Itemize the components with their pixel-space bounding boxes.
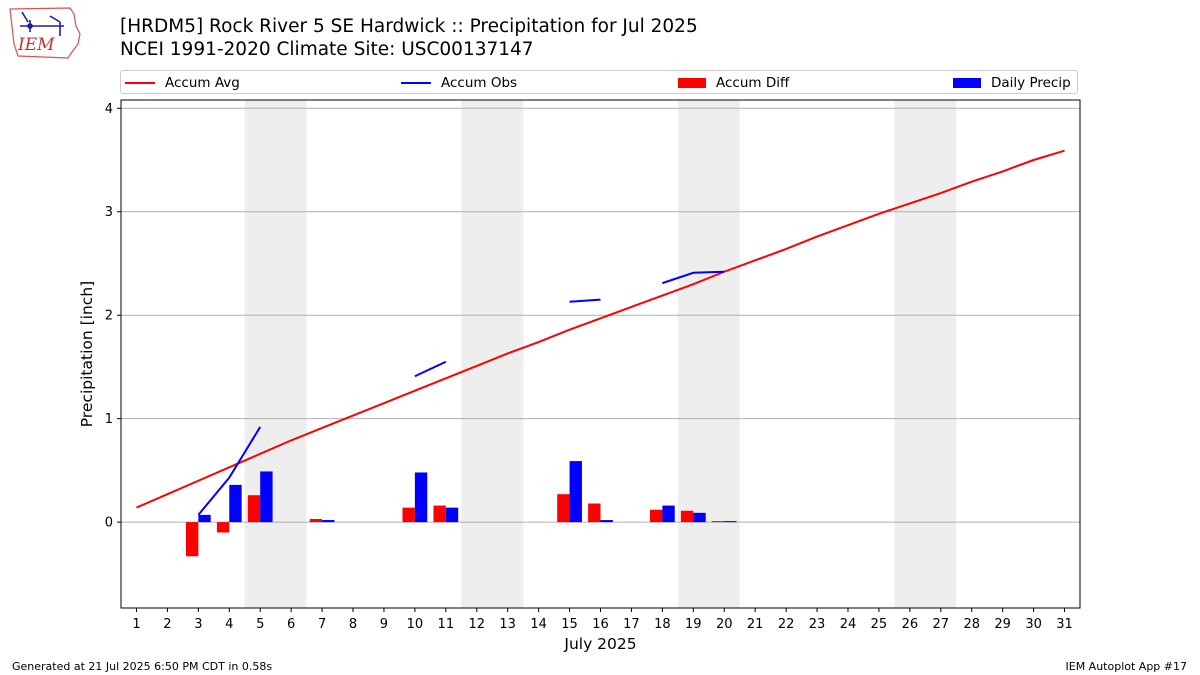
x-tick-label-30: 30: [1025, 617, 1042, 632]
accum-diff-bar-day-3: [185, 522, 199, 557]
y-tick-label-3: 3: [105, 205, 113, 220]
x-tick-label-13: 13: [499, 617, 516, 632]
x-tick-label-11: 11: [438, 617, 455, 632]
x-tick-label-14: 14: [530, 617, 547, 632]
x-axis-label: July 2025: [563, 635, 636, 653]
x-tick-label-10: 10: [407, 617, 424, 632]
daily-precip-bar-day-10: [414, 472, 428, 523]
legend-item-daily-precip: Daily Precip: [953, 73, 1071, 93]
x-tick-label-27: 27: [933, 617, 950, 632]
daily-precip-bar-day-16: [600, 520, 613, 523]
accum-avg-line: [136, 149, 1065, 509]
x-tick-label-5: 5: [256, 617, 264, 632]
legend-label-accum-avg: Accum Avg: [165, 75, 240, 91]
x-tick-label-20: 20: [716, 617, 733, 632]
plot-frame: [120, 99, 1081, 609]
x-tick-label-7: 7: [318, 617, 326, 632]
legend-label-accum-obs: Accum Obs: [441, 75, 518, 91]
accum-diff-bar-day-20: [711, 521, 725, 523]
daily-precip-bar-day-11: [445, 507, 459, 523]
iem-logo-text: IEM: [17, 35, 55, 55]
x-tick-label-3: 3: [194, 617, 202, 632]
x-tick-label-6: 6: [287, 617, 295, 632]
weekend-shade-3: [894, 100, 957, 608]
x-tick-label-19: 19: [685, 617, 702, 632]
x-tick-label-29: 29: [994, 617, 1011, 632]
accum-diff-bar-day-11: [433, 505, 446, 523]
footer-app-id: IEM Autoplot App #17: [1065, 660, 1188, 673]
legend-label-daily-precip: Daily Precip: [991, 75, 1071, 91]
y-axis-label: Precipitation [inch]: [78, 281, 96, 427]
daily-precip-bar-day-20: [724, 521, 737, 523]
footer-generated-at: Generated at 21 Jul 2025 6:50 PM CDT in …: [12, 660, 273, 673]
daily-precip-bar-day-4: [229, 484, 242, 523]
legend-label-accum-diff: Accum Diff: [716, 75, 790, 91]
legend-swatch-accum-obs: [401, 82, 431, 84]
x-tick-label-15: 15: [561, 617, 578, 632]
x-tick-label-22: 22: [778, 617, 795, 632]
accum-obs-line-segment-2: [569, 298, 601, 303]
legend-item-accum-obs: Accum Obs: [401, 73, 517, 93]
daily-precip-bar-day-3: [198, 514, 211, 523]
x-tick-label-24: 24: [840, 617, 857, 632]
x-tick-label-4: 4: [225, 617, 233, 632]
accum-diff-bar-day-7: [309, 519, 323, 523]
daily-precip-bar-day-18: [662, 505, 675, 523]
legend-swatch-accum-diff: [678, 78, 706, 88]
legend-swatch-accum-avg: [125, 82, 155, 84]
accum-obs-line-segment-1: [414, 360, 447, 378]
iem-logo: IEM: [9, 7, 81, 59]
x-tick-label-31: 31: [1056, 617, 1073, 632]
x-tick-label-8: 8: [349, 617, 357, 632]
weekend-shade-2: [677, 100, 740, 608]
chart-legend: Accum Avg Accum Obs Accum Diff Daily Pre…: [120, 70, 1078, 94]
x-tick-label-26: 26: [902, 617, 919, 632]
legend-swatch-daily-precip: [953, 78, 981, 88]
x-tick-label-28: 28: [963, 617, 980, 632]
weather-station-icon: [20, 11, 64, 36]
accum-diff-bar-day-4: [216, 522, 230, 533]
y-tick-label-2: 2: [105, 309, 113, 324]
accum-diff-bar-day-18: [649, 509, 663, 523]
accum-diff-bar-day-5: [247, 495, 261, 523]
accum-diff-bar-day-10: [402, 507, 415, 523]
legend-item-accum-diff: Accum Diff: [678, 73, 789, 93]
x-tick-label-21: 21: [747, 617, 764, 632]
y-tick-label-1: 1: [105, 412, 113, 427]
accum-obs-line-segment-0: [197, 426, 262, 516]
chart-title: [HRDM5] Rock River 5 SE Hardwick :: Prec…: [120, 16, 698, 37]
accum-obs-line-segment-3: [662, 270, 725, 285]
x-tick-label-2: 2: [163, 617, 171, 632]
x-tick-label-23: 23: [809, 617, 826, 632]
accum-diff-bar-day-16: [588, 503, 601, 523]
daily-precip-bar-day-19: [693, 512, 706, 523]
x-tick-label-25: 25: [871, 617, 888, 632]
daily-precip-bar-day-5: [260, 471, 273, 523]
x-tick-label-17: 17: [623, 617, 640, 632]
chart-subtitle: NCEI 1991-2020 Climate Site: USC00137147: [120, 39, 534, 60]
x-tick-label-16: 16: [592, 617, 609, 632]
weekend-shade-1: [461, 100, 524, 608]
x-tick-label-12: 12: [468, 617, 485, 632]
daily-precip-bar-day-15: [569, 461, 582, 523]
y-tick-label-0: 0: [105, 516, 113, 531]
legend-item-accum-avg: Accum Avg: [125, 73, 240, 93]
x-tick-label-9: 9: [380, 617, 388, 632]
accum-diff-bar-day-15: [557, 494, 570, 523]
accum-diff-bar-day-19: [680, 510, 694, 523]
y-tick-label-4: 4: [105, 102, 113, 117]
x-tick-label-18: 18: [654, 617, 671, 632]
weekend-shade-0: [244, 100, 307, 608]
x-tick-label-1: 1: [132, 617, 140, 632]
iowa-state-outline: [9, 7, 81, 59]
daily-precip-bar-day-7: [322, 520, 335, 523]
